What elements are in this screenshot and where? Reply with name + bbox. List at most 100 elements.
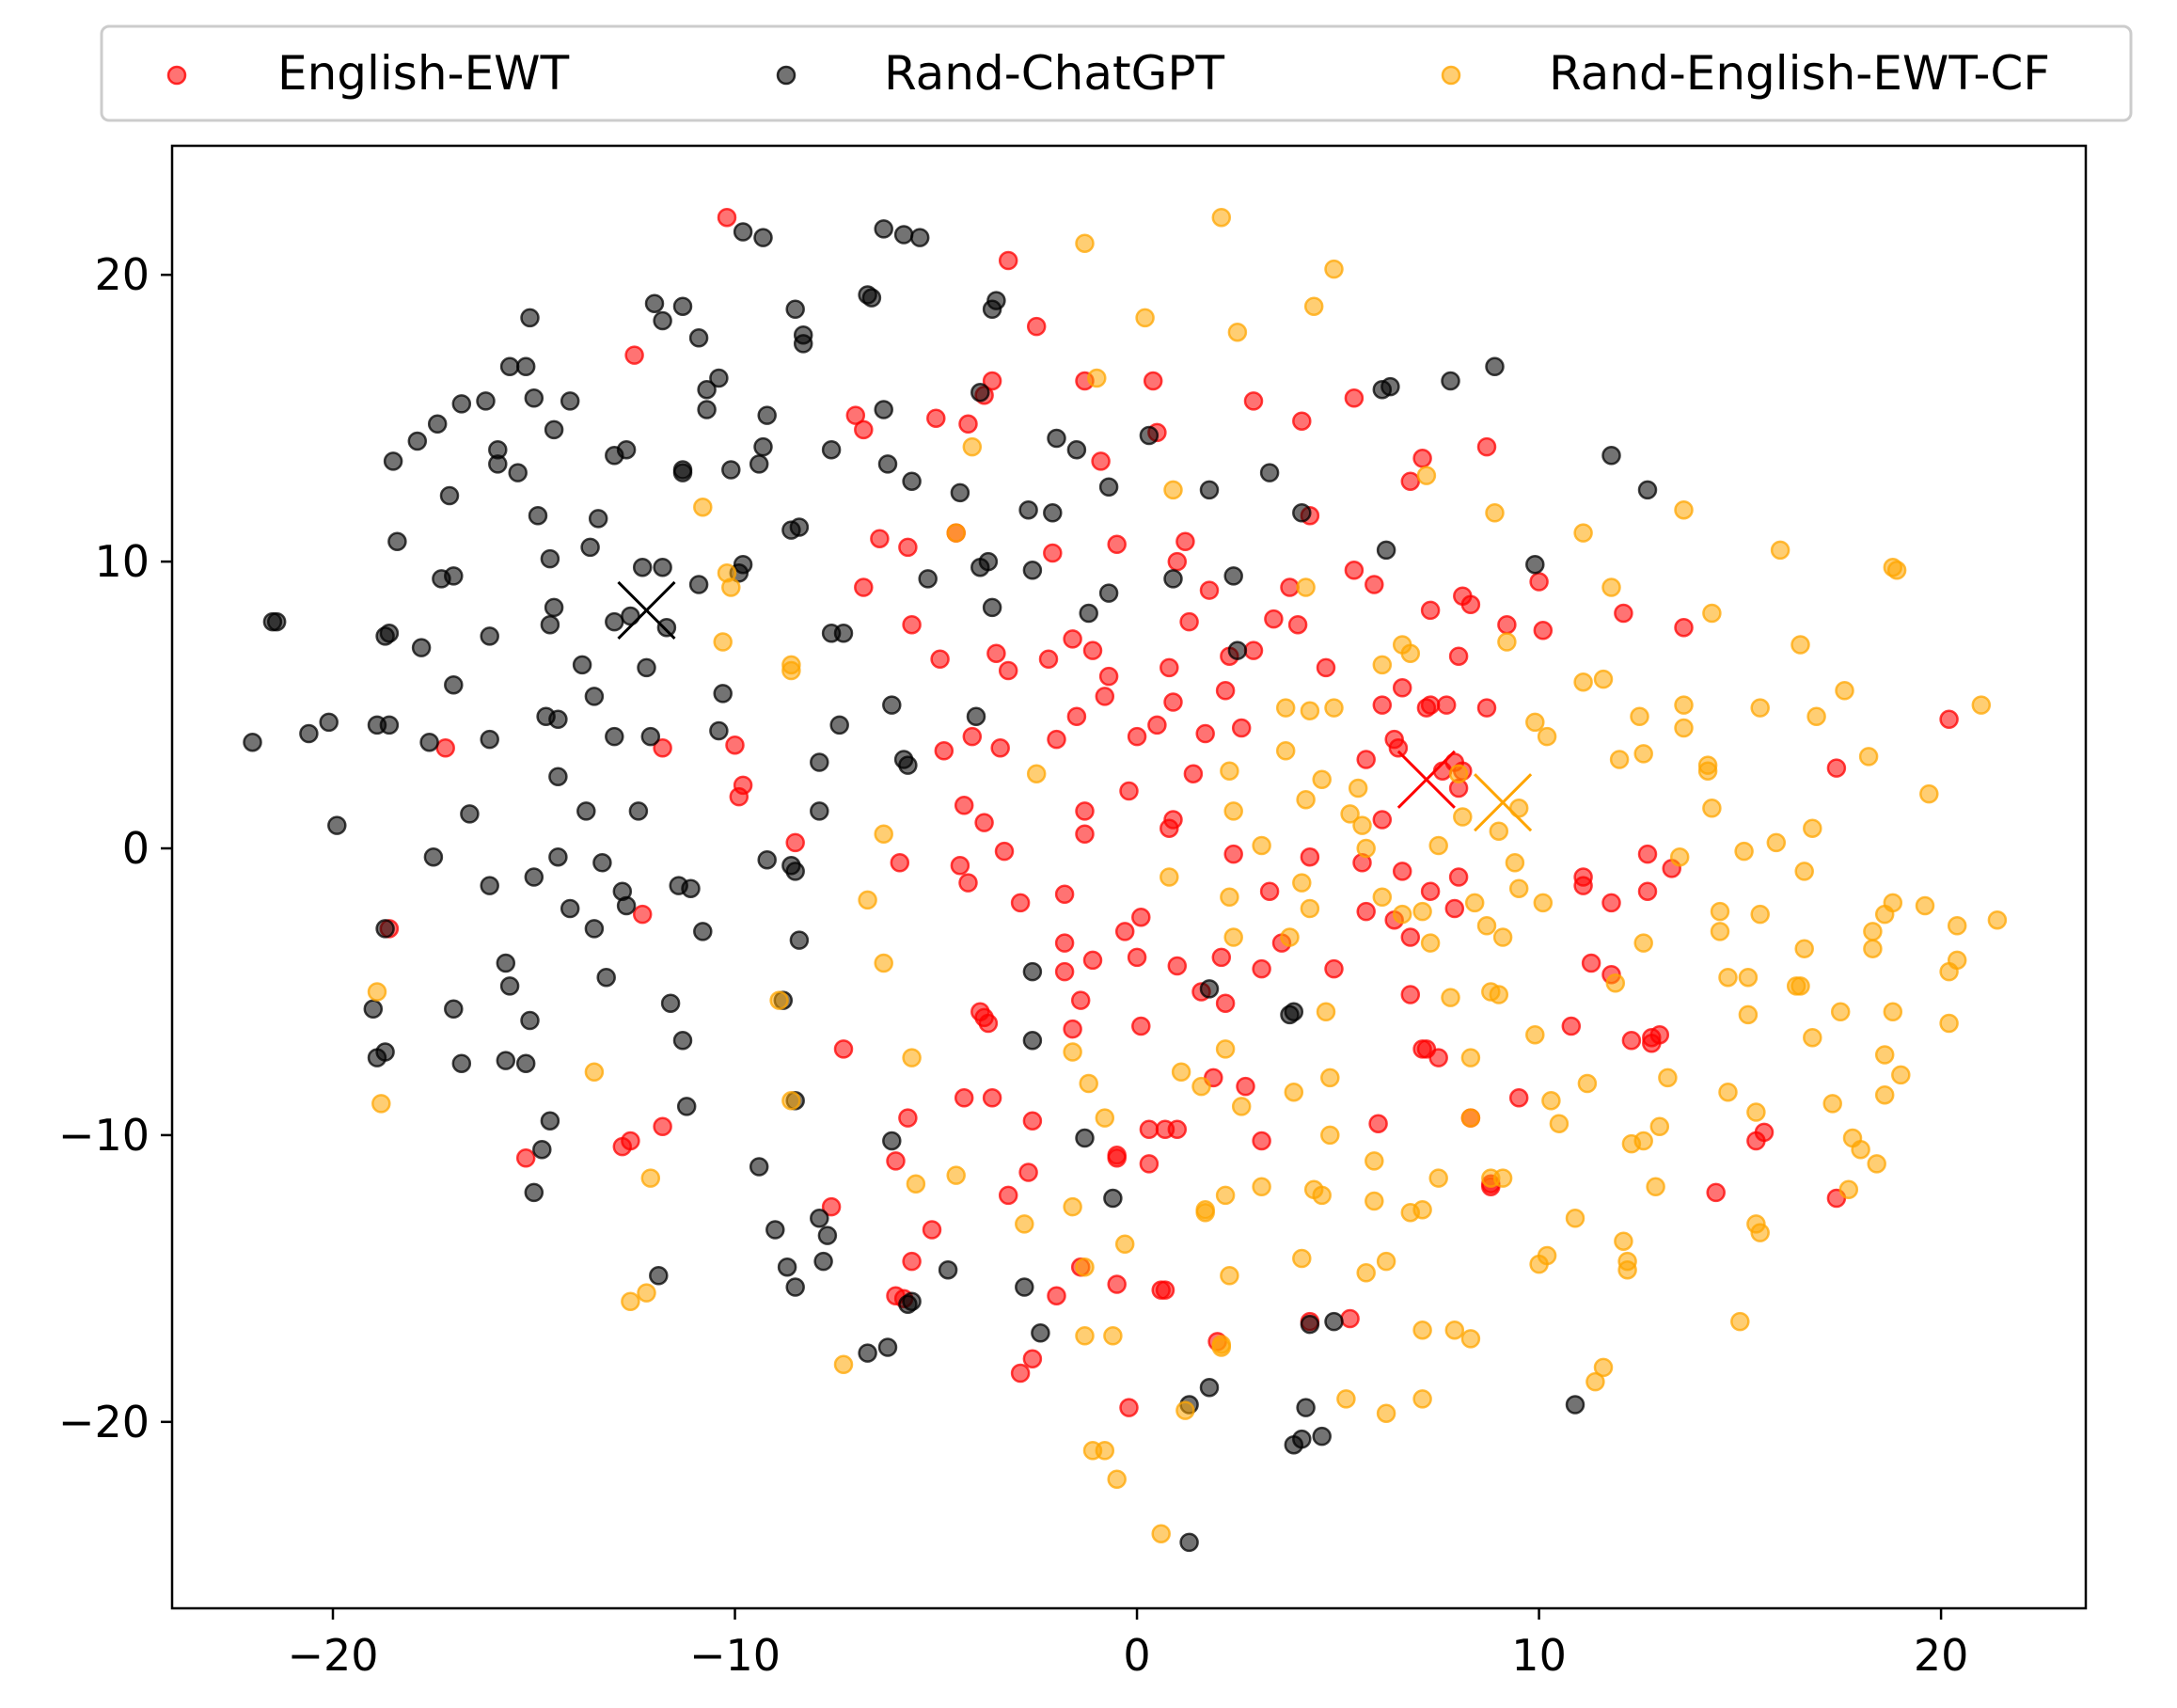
scatter-point — [1284, 1082, 1304, 1102]
scatter-point — [1114, 1234, 1135, 1255]
scatter-point — [1348, 778, 1368, 799]
scatter-point — [1252, 958, 1271, 979]
scatter-point — [1453, 807, 1473, 827]
scatter-point — [833, 624, 854, 643]
scatter-point — [1400, 1202, 1421, 1223]
scatter-point — [1252, 835, 1271, 856]
scatter-point — [262, 611, 283, 632]
scatter-point — [757, 405, 777, 425]
scatter-point — [1428, 835, 1448, 856]
scatter-point — [1098, 477, 1119, 498]
scatter-point — [1344, 388, 1365, 408]
scatter-point — [810, 752, 829, 772]
scatter-point — [1300, 701, 1320, 720]
scatter-point — [612, 1136, 633, 1157]
scatter-point — [1047, 428, 1066, 449]
scatter-point — [854, 577, 874, 597]
scatter-point — [1063, 1019, 1082, 1039]
scatter-point — [576, 801, 596, 821]
scatter-point — [1135, 308, 1155, 328]
scatter-point — [1601, 893, 1621, 913]
scatter-point — [697, 379, 717, 400]
scatter-point — [930, 649, 950, 670]
scatter-point — [560, 898, 580, 919]
scatter-point — [1199, 580, 1220, 600]
scatter-point — [793, 334, 813, 354]
scatter-point — [1215, 681, 1236, 701]
scatter-point — [1026, 316, 1047, 337]
scatter-point — [877, 454, 898, 474]
scatter-point — [1195, 1202, 1215, 1223]
scatter-point — [1380, 376, 1400, 397]
scatter-point — [1103, 1326, 1123, 1346]
scatter-point — [962, 436, 983, 457]
scatter-point — [1211, 947, 1232, 968]
scatter-point — [1392, 678, 1412, 698]
scatter-point — [1075, 1326, 1095, 1346]
scatter-point — [1223, 566, 1243, 586]
scatter-point — [1633, 744, 1653, 764]
scatter-point — [640, 1168, 661, 1188]
scatter-point — [1400, 643, 1421, 663]
scatter-point — [1803, 818, 1822, 838]
scatter-point — [1139, 1154, 1159, 1174]
scatter-point — [660, 993, 681, 1013]
scatter-point — [1702, 603, 1722, 624]
scatter-point — [1863, 922, 1883, 941]
scatter-point — [1320, 1068, 1340, 1088]
scatter-point — [1791, 976, 1810, 996]
scatter-point — [829, 715, 849, 735]
scatter-point — [653, 1116, 672, 1137]
scatter-point — [1356, 901, 1376, 922]
scatter-point — [1605, 973, 1626, 993]
scatter-point — [757, 849, 777, 870]
scatter-point — [1292, 1248, 1312, 1269]
scatter-point — [1372, 695, 1393, 715]
scatter-point — [656, 617, 677, 638]
scatter-point — [1485, 356, 1505, 377]
scatter-point — [480, 876, 499, 895]
scatter-point — [1738, 1004, 1759, 1025]
scatter-point — [1508, 1088, 1529, 1108]
scatter-point — [1658, 1068, 1678, 1088]
scatter-point — [1175, 1400, 1195, 1420]
scatter-point — [1883, 557, 1903, 577]
scatter-point — [1131, 1016, 1151, 1036]
scatter-point — [1163, 480, 1183, 500]
scatter-point — [810, 801, 829, 821]
scatter-point — [1070, 990, 1091, 1010]
scatter-point — [898, 755, 918, 775]
scatter-point — [1211, 207, 1232, 228]
x-tick-label: 0 — [1123, 1630, 1150, 1681]
scatter-point — [978, 1013, 999, 1034]
scatter-point — [688, 328, 709, 348]
scatter-point — [1883, 1002, 1903, 1022]
scatter-point — [1718, 967, 1738, 988]
scatter-point — [624, 345, 644, 365]
scatter-point — [544, 419, 564, 440]
scatter-point — [1581, 953, 1601, 973]
scatter-point — [1460, 1048, 1481, 1068]
scatter-point — [861, 288, 882, 308]
scatter-point — [982, 371, 1002, 391]
scatter-point — [515, 1148, 536, 1168]
scatter-point — [1448, 867, 1469, 887]
scatter-point — [1392, 862, 1412, 881]
scatter-point — [1420, 600, 1441, 621]
scatter-point — [243, 732, 262, 752]
scatter-point — [934, 741, 954, 761]
scatter-point — [833, 1039, 854, 1059]
scatter-point — [1444, 898, 1465, 919]
scatter-point — [1489, 985, 1509, 1004]
scatter-point — [1718, 1082, 1738, 1102]
scatter-point — [1215, 1185, 1236, 1206]
scatter-point — [1646, 1177, 1665, 1197]
scatter-point — [1365, 1151, 1384, 1171]
scatter-point — [444, 674, 464, 695]
scatter-point — [1300, 1314, 1320, 1335]
scatter-point — [1223, 801, 1243, 821]
scatter-point — [1227, 640, 1248, 660]
scatter-point — [480, 626, 499, 646]
scatter-point — [383, 451, 403, 471]
scatter-point — [628, 801, 649, 821]
